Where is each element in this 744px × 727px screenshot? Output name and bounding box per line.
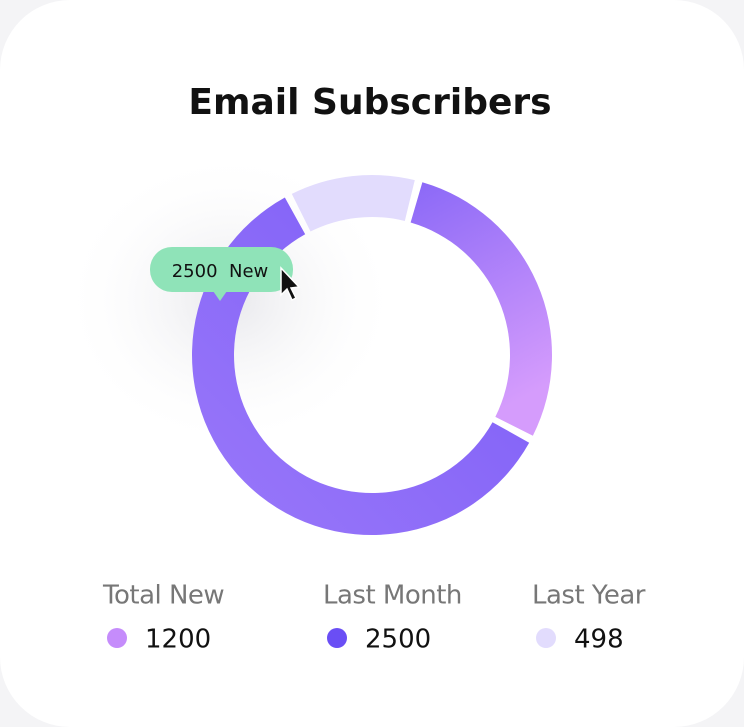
tooltip-box [150, 247, 293, 292]
donut [192, 175, 552, 535]
tooltip-text: 2500 New [172, 261, 269, 282]
legend-label: Last Year [532, 581, 646, 611]
legend-value: 1200 [145, 625, 211, 655]
legend-label: Last Month [323, 581, 462, 611]
donut-segment [410, 182, 552, 436]
cursor [280, 266, 301, 302]
chart-title: Email Subscribers [188, 82, 551, 123]
tooltip-pointer [213, 291, 227, 301]
legend-value: 2500 [365, 625, 431, 655]
legend-label: Total New [102, 581, 224, 611]
donut-segment [291, 175, 415, 232]
legend-dot [327, 628, 347, 648]
tooltip: 2500 New [150, 247, 301, 302]
legend-dot [536, 628, 556, 648]
legend: Total New 1200 Last Month 2500 Last Year 498 [102, 581, 646, 655]
legend-value: 498 [574, 625, 624, 655]
legend-dot [107, 628, 127, 648]
